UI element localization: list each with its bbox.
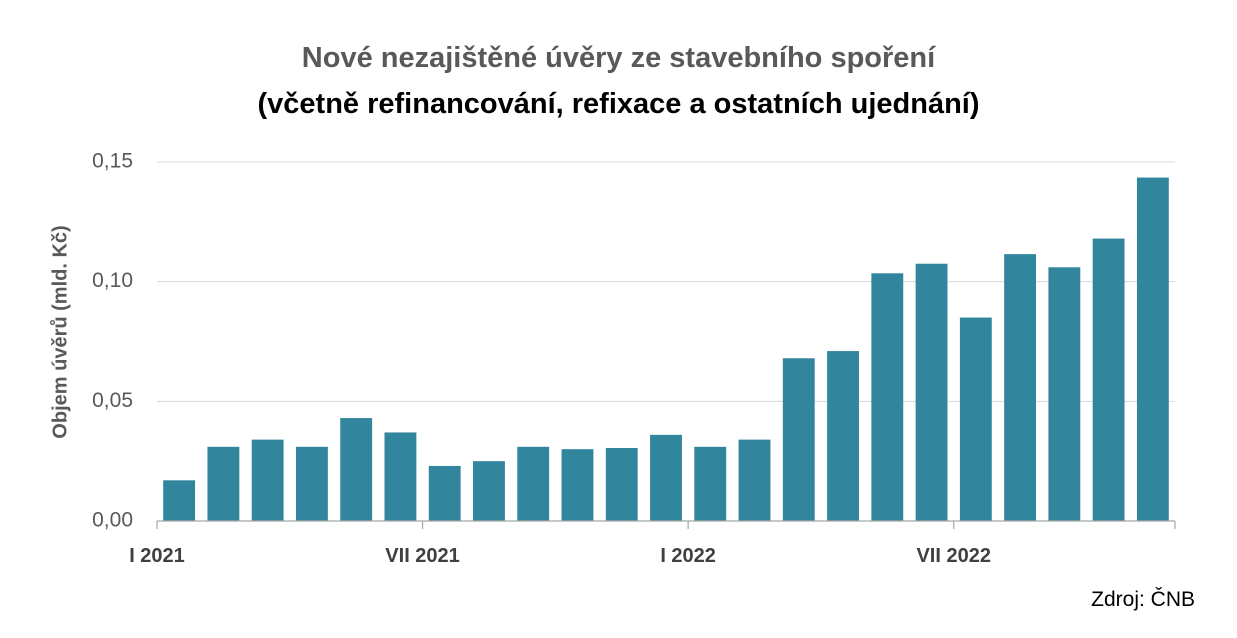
bar xyxy=(561,449,594,521)
x-tick-label: I 2021 xyxy=(129,545,185,567)
bar xyxy=(517,446,550,521)
bar xyxy=(915,263,948,521)
bar xyxy=(1136,177,1169,521)
bar xyxy=(473,461,505,521)
y-tick-label: 0,00 xyxy=(92,509,133,532)
bar xyxy=(1048,267,1081,521)
bar xyxy=(1004,254,1037,522)
bar xyxy=(251,439,284,521)
bars xyxy=(163,177,1169,522)
bar xyxy=(738,439,771,521)
y-tick-label: 0,05 xyxy=(92,389,133,412)
bar xyxy=(207,446,240,521)
x-tick-label: I 2022 xyxy=(660,545,716,567)
x-tick-label: VII 2022 xyxy=(916,545,991,567)
bar xyxy=(605,448,638,521)
bar xyxy=(295,446,328,521)
bar xyxy=(650,434,682,521)
bar xyxy=(1092,238,1125,521)
y-axis-ticks: 0,00 0,05 0,10 0,15 xyxy=(92,150,133,532)
source-note: Zdroj: ČNB xyxy=(1091,588,1195,611)
bar xyxy=(871,273,904,521)
x-tick-label: VII 2021 xyxy=(385,545,460,567)
y-tick-label: 0,15 xyxy=(92,150,133,173)
bar xyxy=(782,358,815,521)
chart-subtitle: (včetně refinancování, refixace a ostatn… xyxy=(257,88,980,120)
bar xyxy=(163,480,196,521)
bar xyxy=(694,446,727,521)
bar xyxy=(827,351,859,521)
chart-title: Nové nezajištěné úvěry ze stavebního spo… xyxy=(301,42,936,74)
bar xyxy=(428,465,461,521)
bar xyxy=(384,432,417,521)
bar xyxy=(340,418,373,521)
y-tick-label: 0,10 xyxy=(92,269,133,292)
x-axis: I 2021 VII 2021 I 2022 VII 2022 xyxy=(129,520,1176,567)
y-axis-label: Objem úvěrů (mld. Kč) xyxy=(49,225,71,438)
bar xyxy=(959,317,992,521)
